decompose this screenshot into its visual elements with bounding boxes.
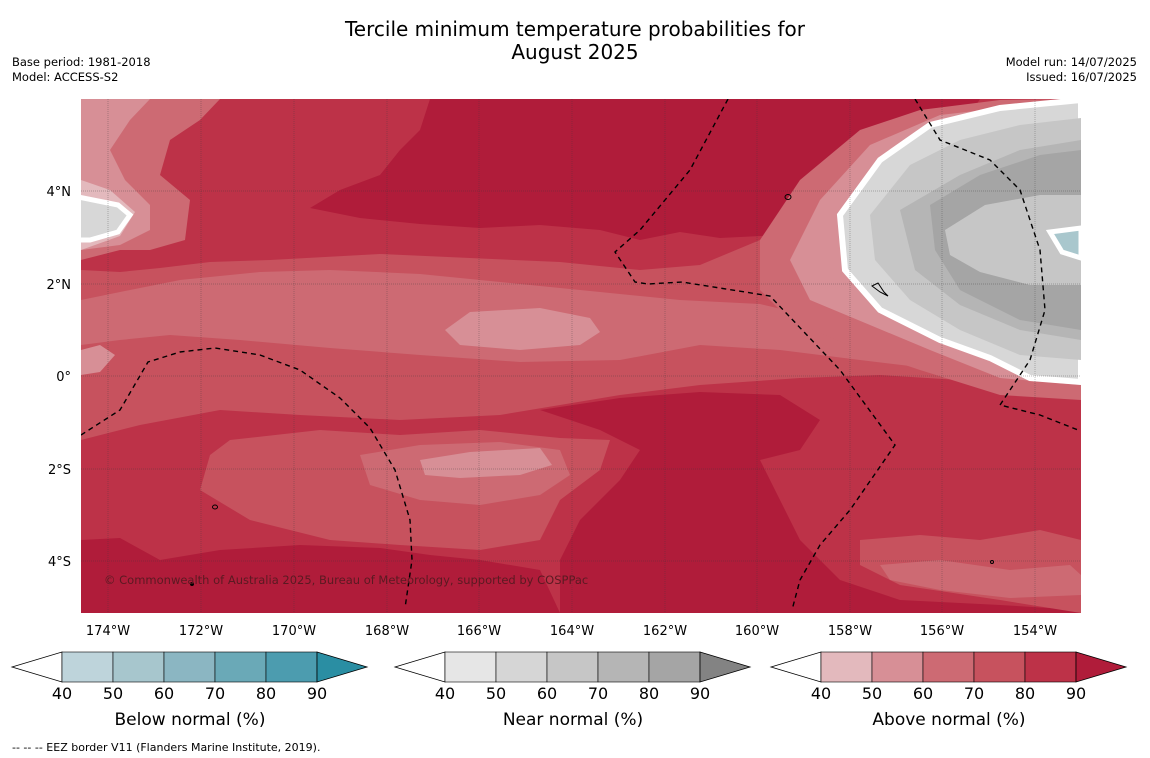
lon-tick-label: 160°W — [735, 624, 779, 639]
lon-tick-label: 158°W — [828, 624, 872, 639]
colorbar-segment — [163, 651, 216, 683]
grid-lines — [81, 99, 1081, 613]
colorbar-tick-label: 80 — [639, 684, 659, 703]
lon-tick-label: 166°W — [457, 624, 501, 639]
colorbar-tick-label: 70 — [205, 684, 225, 703]
colorbar-segment — [597, 651, 650, 683]
colorbar-segment — [61, 651, 114, 683]
title-line-2: August 2025 — [511, 40, 639, 64]
map-title: Tercile minimum temperature probabilitie… — [0, 18, 1150, 64]
colorbar-segment — [214, 651, 267, 683]
colorbar-extend-high — [699, 651, 752, 683]
colorbar-above: 40 50 60 70 80 90 — [769, 651, 1128, 703]
colorbar-extend-low — [10, 651, 63, 683]
colorbar-tick-label: 50 — [486, 684, 506, 703]
lat-tick-label: 4°N — [47, 185, 72, 200]
colorbar-tick-label: 90 — [1066, 684, 1086, 703]
colorbar-tick-label: 60 — [913, 684, 933, 703]
colorbar-extend-high — [316, 651, 369, 683]
eez-footnote: -- -- -- EEZ border V11 (Flanders Marine… — [12, 741, 321, 754]
colorbar-tick-label: 90 — [690, 684, 710, 703]
contour-above-50-westcoast — [81, 345, 115, 375]
lon-tick-label: 162°W — [643, 624, 687, 639]
colorbar-segment — [922, 651, 975, 683]
lon-tick-label: 164°W — [550, 624, 594, 639]
islands — [190, 194, 994, 586]
latitude-ticks: 4°N 2°N 0° 2°S 4°S — [47, 185, 72, 570]
contour-above-50-south — [420, 448, 552, 478]
colorbar-segment — [871, 651, 924, 683]
credit-text: © Commonwealth of Australia 2025, Bureau… — [104, 573, 588, 587]
colorbar-label-near: Near normal (%) — [502, 710, 644, 730]
lon-tick-label: 168°W — [365, 624, 409, 639]
lon-tick-label: 172°W — [179, 624, 223, 639]
probability-map: © Commonwealth of Australia 2025, Bureau… — [81, 99, 1081, 613]
lat-tick-label: 2°S — [48, 463, 71, 478]
issued-date: Issued: 16/07/2025 — [1026, 70, 1137, 84]
lon-tick-label: 170°W — [272, 624, 316, 639]
colorbar-tick-label: 70 — [588, 684, 608, 703]
lat-tick-label: 0° — [56, 370, 71, 385]
meta-left: Base period: 1981-2018 Model: ACCESS-S2 — [12, 55, 151, 85]
colorbar-tick-label: 60 — [537, 684, 557, 703]
colorbar-tick-label: 50 — [103, 684, 123, 703]
model-run: Model run: 14/07/2025 — [1005, 55, 1137, 69]
colorbar-tick-label: 90 — [307, 684, 327, 703]
colorbar-segment — [973, 651, 1026, 683]
lon-tick-label: 156°W — [920, 624, 964, 639]
colorbar-extend-high — [1075, 651, 1128, 683]
lon-tick-label: 154°W — [1013, 624, 1057, 639]
base-period: Base period: 1981-2018 — [12, 55, 151, 69]
title-line-1: Tercile minimum temperature probabilitie… — [344, 17, 806, 41]
contour-above-50-equator — [445, 308, 600, 350]
lat-tick-label: 2°N — [47, 278, 72, 293]
colorbar-segment — [546, 651, 599, 683]
eez-borders — [81, 99, 1079, 611]
lat-tick-label: 4°S — [48, 555, 71, 570]
colorbar-extend-low — [393, 651, 446, 683]
colorbar-tick-label: 70 — [964, 684, 984, 703]
longitude-ticks: 174°W 172°W 170°W 168°W 166°W 164°W 162°W 160°W… — [86, 624, 1057, 639]
contour-above-60-se — [880, 560, 1081, 598]
model-name: Model: ACCESS-S2 — [12, 70, 119, 84]
contour-near-60-core — [945, 195, 1081, 285]
colorbar-segment — [820, 651, 873, 683]
colorbar-segment — [495, 651, 548, 683]
meta-right: Model run: 14/07/2025 Issued: 16/07/2025 — [1006, 55, 1137, 85]
colorbar-segment — [265, 651, 318, 683]
colorbars: 40 50 60 70 80 90 40 50 60 70 80 90 40 50 60 70 80 90 — [10, 651, 1128, 703]
colorbar-label-below: Below normal (%) — [114, 710, 266, 730]
colorbar-near: 40 50 60 70 80 90 — [393, 651, 752, 703]
colorbar-tick-label: 80 — [1015, 684, 1035, 703]
colorbar-tick-label: 40 — [811, 684, 831, 703]
contour-near-50-west — [81, 195, 134, 243]
contour-above-90-south — [540, 392, 1081, 613]
colorbar-extend-low — [769, 651, 822, 683]
colorbar-tick-label: 50 — [862, 684, 882, 703]
colorbar-label-above: Above normal (%) — [872, 710, 1026, 730]
colorbar-below: 40 50 60 70 80 90 — [10, 651, 369, 703]
colorbar-segment — [444, 651, 497, 683]
lon-tick-label: 174°W — [86, 624, 130, 639]
colorbar-segment — [648, 651, 701, 683]
colorbar-tick-label: 40 — [52, 684, 72, 703]
colorbar-segment — [112, 651, 165, 683]
colorbar-tick-label: 60 — [154, 684, 174, 703]
colorbar-tick-label: 80 — [256, 684, 276, 703]
contour-below-50-ne — [1045, 225, 1081, 261]
contour-above-90-southwest — [81, 538, 560, 613]
colorbar-tick-label: 40 — [435, 684, 455, 703]
colorbar-segment — [1024, 651, 1077, 683]
